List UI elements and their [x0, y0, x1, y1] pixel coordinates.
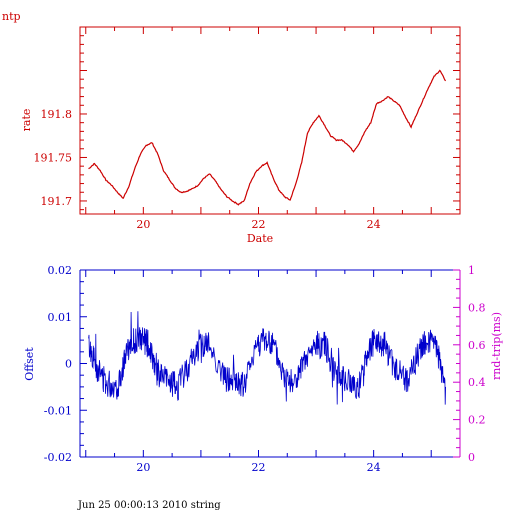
- footer-timestamp: Jun 25 00:00:13 2010 string: [78, 500, 221, 511]
- rtt-y-tick-label: 0.4: [468, 376, 486, 389]
- rate-x-tick-label: 24: [367, 218, 381, 231]
- offset-y-axis-label: Offset: [23, 347, 36, 381]
- offset-y-tick-label: 0: [65, 358, 72, 371]
- rate-y-axis-label: rate: [20, 109, 33, 132]
- rate-panel: 20 22 24 191.7 191.75 191.8 Date rate: [20, 26, 461, 245]
- offset-x-tick-label: 24: [367, 461, 381, 474]
- offset-series-line: [88, 311, 446, 405]
- rtt-y-tick-label: 0: [468, 451, 475, 464]
- rate-y-tick-label: 191.7: [41, 195, 73, 208]
- rate-x-tick-label: 22: [251, 218, 265, 231]
- rate-x-axis-label: Date: [247, 232, 273, 245]
- rate-y-tick-label: 191.8: [41, 108, 73, 121]
- rtt-y-axis-label: rnd-trip(ms): [490, 312, 503, 380]
- offset-x-tick-label: 20: [136, 461, 150, 474]
- offset-y-tick-label: -0.02: [44, 451, 72, 464]
- offset-y-tick-label: 0.01: [48, 311, 73, 324]
- rate-y-tick-label: 191.75: [34, 151, 73, 164]
- rate-plot-frame: [79, 26, 461, 215]
- offset-y-tick-label: 0.02: [48, 264, 73, 277]
- rtt-y-tick-label: 0.8: [468, 301, 486, 314]
- offset-y-tick-label: -0.01: [44, 404, 72, 417]
- offset-panel: 20 22 24 -0.02 -0.01 0 0.01 0.02 0 0.2 0.4 0.6 0.8 1 O…: [23, 264, 503, 474]
- rate-series-line: [88, 69, 447, 206]
- rtt-y-tick-label: 0.6: [468, 339, 486, 352]
- rate-x-tick-label: 20: [136, 218, 150, 231]
- rtt-y-tick-label: 0.2: [468, 414, 486, 427]
- rtt-y-tick-label: 1: [468, 264, 475, 277]
- page-label: ntp: [2, 10, 21, 23]
- offset-x-tick-label: 22: [251, 461, 265, 474]
